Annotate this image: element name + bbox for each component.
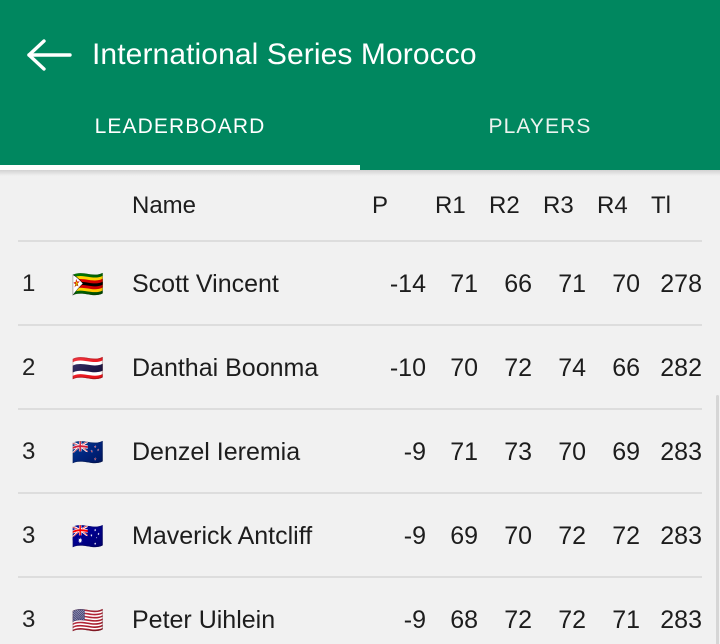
row-divider — [18, 576, 702, 578]
page-title: International Series Morocco — [92, 38, 477, 71]
row-r3: 71 — [558, 269, 586, 298]
table-row[interactable]: 1 🇿🇼 Scott Vincent -14 71 66 71 70 278 — [0, 242, 720, 326]
row-r2: 72 — [504, 605, 532, 634]
row-total: 278 — [660, 269, 702, 298]
row-r1: 69 — [450, 521, 478, 550]
flag-united-states-icon: 🇺🇸 — [71, 605, 105, 635]
row-total: 283 — [660, 521, 702, 550]
row-r4: 70 — [612, 269, 640, 298]
row-player-name: Danthai Boonma — [132, 353, 319, 382]
row-p: -10 — [389, 353, 426, 382]
header-r3: R3 — [543, 192, 574, 219]
tab-leaderboard[interactable]: LEADERBOARD — [0, 100, 360, 170]
row-total: 283 — [660, 605, 702, 634]
back-button[interactable] — [12, 18, 86, 92]
row-player-name: Peter Uihlein — [132, 605, 276, 634]
header-r4: R4 — [597, 192, 628, 219]
row-r3: 72 — [558, 521, 586, 550]
table-row[interactable]: 3 🇺🇸 Peter Uihlein -9 68 72 72 71 283 — [0, 578, 720, 644]
row-total: 283 — [660, 437, 702, 466]
row-rank: 3 — [22, 606, 36, 633]
row-rank: 3 — [22, 438, 36, 465]
row-r2: 66 — [504, 269, 532, 298]
row-rank: 1 — [22, 270, 36, 297]
row-player-name: Denzel Ieremia — [132, 437, 301, 466]
row-r1: 71 — [450, 269, 478, 298]
row-r2: 70 — [504, 521, 532, 550]
row-divider — [18, 240, 702, 242]
row-divider — [18, 408, 702, 410]
row-r2: 73 — [504, 437, 532, 466]
header-r2: R2 — [489, 192, 520, 219]
tab-players-label: PLAYERS — [488, 115, 592, 138]
row-r1: 71 — [450, 437, 478, 466]
tab-players[interactable]: PLAYERS — [360, 100, 720, 170]
header-p: P — [372, 192, 389, 219]
row-divider — [18, 492, 702, 494]
row-rank: 3 — [22, 522, 36, 549]
row-p: -9 — [403, 437, 426, 466]
row-r4: 72 — [612, 521, 640, 550]
row-r1: 70 — [450, 353, 478, 382]
tab-active-indicator — [0, 165, 360, 170]
row-player-name: Maverick Antcliff — [132, 521, 313, 550]
table-header-row: Name P R1 R2 R3 R4 Tl — [0, 170, 720, 242]
row-player-name: Scott Vincent — [132, 269, 279, 298]
header-name: Name — [132, 192, 197, 219]
tab-bar: LEADERBOARD PLAYERS — [0, 100, 720, 170]
row-r3: 72 — [558, 605, 586, 634]
row-r1: 68 — [450, 605, 478, 634]
flag-thailand-icon: 🇹🇭 — [71, 353, 105, 383]
table-row[interactable]: 2 🇹🇭 Danthai Boonma -10 70 72 74 66 282 — [0, 326, 720, 410]
row-r3: 74 — [558, 353, 586, 382]
row-p: -9 — [403, 605, 426, 634]
table-row[interactable]: 3 🇦🇺 Maverick Antcliff -9 69 70 72 72 28… — [0, 494, 720, 578]
arrow-left-icon — [24, 37, 74, 73]
tab-leaderboard-label: LEADERBOARD — [94, 115, 266, 138]
flag-zimbabwe-icon: 🇿🇼 — [71, 269, 105, 299]
row-rank: 2 — [22, 354, 36, 381]
flag-australia-icon: 🇦🇺 — [71, 521, 105, 551]
header-r1: R1 — [435, 192, 466, 219]
app-bar: International Series Morocco LEADERBOARD… — [0, 0, 720, 170]
row-r3: 70 — [558, 437, 586, 466]
leaderboard-list[interactable]: Name P R1 R2 R3 R4 Tl 1 🇿🇼 Scott Vincent… — [0, 170, 720, 644]
row-r2: 72 — [504, 353, 532, 382]
row-total: 282 — [660, 353, 702, 382]
table-row[interactable]: 3 🇳🇿 Denzel Ieremia -9 71 73 70 69 283 — [0, 410, 720, 494]
row-r4: 69 — [612, 437, 640, 466]
row-divider — [18, 324, 702, 326]
app-bar-top: International Series Morocco — [0, 0, 720, 110]
flag-new-zealand-icon: 🇳🇿 — [71, 437, 105, 467]
row-r4: 71 — [612, 605, 640, 634]
header-total: Tl — [651, 192, 671, 219]
row-p: -9 — [403, 521, 426, 550]
row-r4: 66 — [612, 353, 640, 382]
vertical-scrollbar[interactable] — [716, 395, 719, 644]
row-p: -14 — [389, 269, 426, 298]
